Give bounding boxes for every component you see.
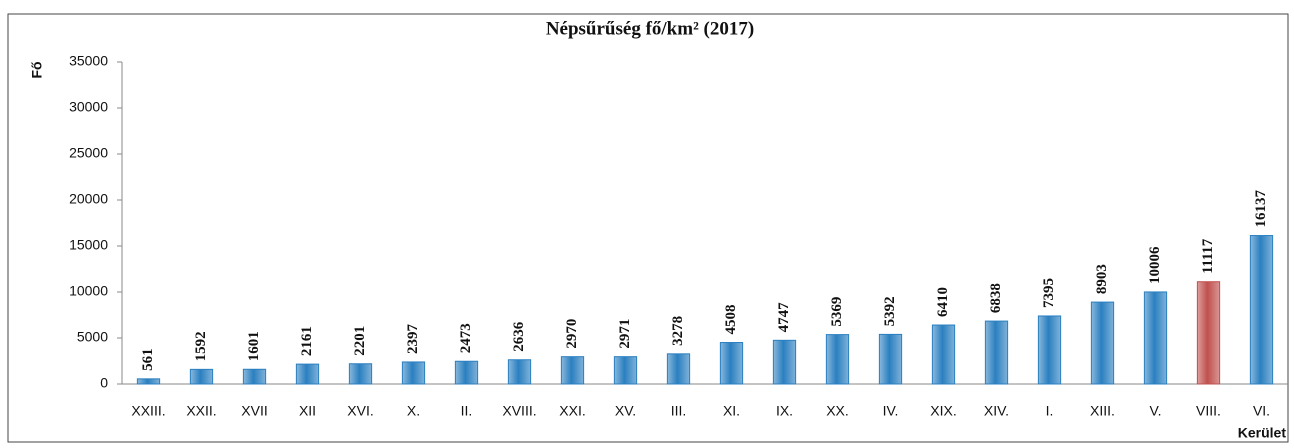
bar xyxy=(454,360,479,385)
x-tick-label: XIV. xyxy=(984,403,1009,419)
bar xyxy=(878,333,903,385)
x-axis-label: Kerület xyxy=(1238,425,1287,441)
y-tick-label: 20000 xyxy=(69,191,108,207)
x-tick-label: XX. xyxy=(826,403,849,419)
bar xyxy=(507,359,532,385)
y-tick-label: 35000 xyxy=(69,53,108,69)
y-tick-label: 5000 xyxy=(77,329,108,345)
value-label: 2161 xyxy=(299,326,315,356)
x-tick-label: X. xyxy=(407,403,420,419)
bar xyxy=(613,356,638,385)
value-label: 2970 xyxy=(564,319,580,349)
bar xyxy=(719,342,744,385)
bar xyxy=(666,353,691,385)
x-tick-label: VI. xyxy=(1253,403,1270,419)
chart-title: Népsűrűség fő/km² (2017) xyxy=(546,18,754,39)
value-label: 2201 xyxy=(352,326,368,356)
bar xyxy=(348,363,373,385)
bar xyxy=(825,334,850,385)
value-label: 2636 xyxy=(511,321,527,352)
x-tick-label: XIX. xyxy=(930,403,956,419)
x-tick-label: IX. xyxy=(776,403,793,419)
bar xyxy=(772,339,797,385)
value-label: 16137 xyxy=(1253,190,1269,228)
x-tick-label: XXIII. xyxy=(131,403,165,419)
x-tick-label: VIII. xyxy=(1196,403,1221,419)
value-label: 11117 xyxy=(1200,238,1216,274)
x-tick-label: XVIII. xyxy=(502,403,536,419)
y-axis-label: Fő xyxy=(29,61,45,78)
bar xyxy=(136,378,161,385)
x-tick-label: I. xyxy=(1046,403,1054,419)
value-label: 6410 xyxy=(935,287,951,317)
x-tick-label: V. xyxy=(1150,403,1162,419)
y-tick-label: 0 xyxy=(100,375,108,391)
bar xyxy=(560,356,585,385)
value-label: 7395 xyxy=(1041,278,1057,308)
x-tick-label: II. xyxy=(461,403,473,419)
y-tick-label: 10000 xyxy=(69,283,108,299)
value-label: 1592 xyxy=(193,331,209,361)
x-tick-label: XIII. xyxy=(1090,403,1115,419)
value-label: 6838 xyxy=(988,283,1004,313)
value-label: 8903 xyxy=(1094,264,1110,294)
bar xyxy=(401,361,426,385)
value-label: 4747 xyxy=(776,302,792,333)
bar xyxy=(1249,235,1274,385)
chart-frame xyxy=(7,13,1289,443)
bar xyxy=(984,320,1009,385)
bar xyxy=(242,368,267,385)
value-label: 2971 xyxy=(617,319,633,349)
y-tick-label: 15000 xyxy=(69,237,108,253)
x-tick-label: XII xyxy=(299,403,316,419)
bar xyxy=(1090,301,1115,385)
x-tick-label: XXII. xyxy=(186,403,216,419)
y-tick-label: 30000 xyxy=(69,99,108,115)
value-label: 4508 xyxy=(723,305,739,335)
bar xyxy=(1196,281,1221,385)
x-tick-label: III. xyxy=(671,403,687,419)
value-label: 5392 xyxy=(882,296,898,326)
x-tick-label: XVII xyxy=(241,403,267,419)
x-tick-label: XVI. xyxy=(347,403,373,419)
x-tick-label: XXI. xyxy=(559,403,585,419)
bar xyxy=(189,368,214,385)
bar xyxy=(295,363,320,385)
value-label: 561 xyxy=(140,348,156,371)
bar xyxy=(1037,315,1062,385)
x-tick-label: XV. xyxy=(615,403,636,419)
bar xyxy=(1143,291,1168,385)
bar xyxy=(931,324,956,385)
y-tick-label: 25000 xyxy=(69,145,108,161)
value-label: 1601 xyxy=(246,331,262,361)
x-tick-label: IV. xyxy=(883,403,899,419)
value-label: 2473 xyxy=(458,323,474,353)
x-tick-label: XI. xyxy=(723,403,740,419)
value-label: 2397 xyxy=(405,323,421,354)
value-label: 5369 xyxy=(829,297,845,327)
value-label: 10006 xyxy=(1147,246,1163,284)
value-label: 3278 xyxy=(670,316,686,346)
